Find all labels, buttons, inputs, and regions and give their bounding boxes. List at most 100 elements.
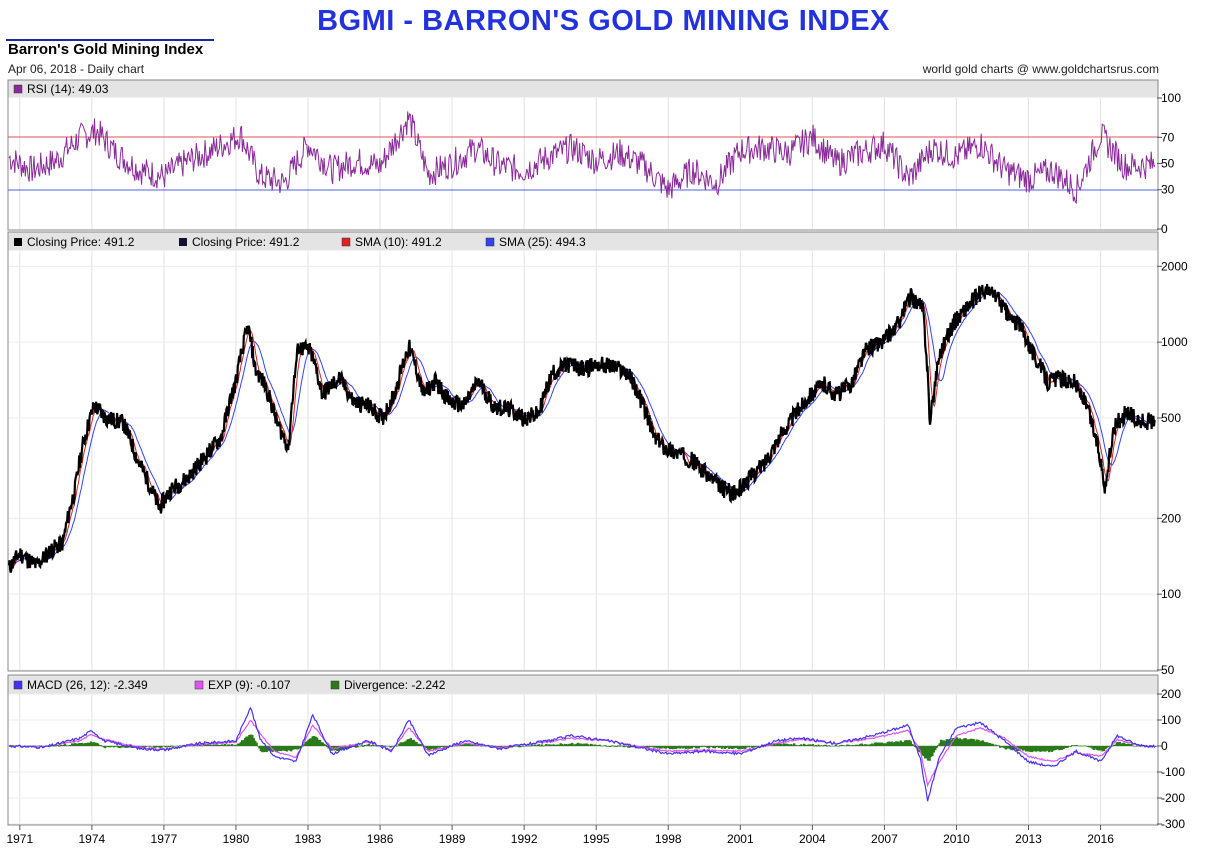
divergence-bar (248, 735, 251, 746)
divergence-bar (1095, 746, 1098, 750)
divergence-bar (942, 740, 946, 746)
divergence-bar (356, 746, 359, 748)
divergence-bar (95, 742, 98, 746)
divergence-bar (573, 744, 577, 746)
divergence-bar (68, 745, 71, 746)
divergence-bar (1043, 746, 1046, 752)
divergence-bar (278, 746, 281, 751)
divergence-bar (1039, 746, 1042, 752)
divergence-bar (945, 739, 949, 746)
divergence-bar (939, 739, 943, 746)
divergence-bar (398, 743, 401, 746)
divergence-bar (1014, 746, 1018, 750)
divergence-bar (385, 746, 388, 747)
divergence-bar (163, 745, 166, 747)
divergence-bar (854, 744, 858, 746)
divergence-bar (150, 746, 153, 747)
divergence-bar (63, 743, 67, 746)
price-tick-1000: 1000 (1161, 335, 1188, 349)
divergence-bar (117, 746, 120, 748)
divergence-bar (674, 746, 678, 749)
divergence-bar (177, 746, 180, 747)
divergence-bar (997, 745, 1000, 746)
divergence-bar (1050, 746, 1054, 752)
divergence-bar (730, 746, 734, 749)
divergence-bar (1076, 745, 1080, 746)
divergence-bar (807, 744, 810, 746)
price-legend-swatch-2 (179, 238, 187, 246)
divergence-bar (411, 740, 414, 746)
divergence-bar (1097, 746, 1100, 751)
divergence-bar (251, 734, 254, 746)
divergence-bar (517, 746, 521, 748)
divergence-bar (993, 745, 996, 747)
divergence-bar (898, 742, 901, 746)
divergence-bar (901, 741, 904, 746)
divergence-bar (775, 743, 778, 746)
divergence-bar (1098, 746, 1101, 751)
divergence-bar (268, 746, 271, 752)
chart-title: Barron's Gold Mining Index (8, 41, 204, 58)
divergence-bar (787, 744, 790, 746)
divergence-bar (826, 746, 829, 747)
divergence-bar (1104, 746, 1107, 750)
divergence-bar (777, 743, 780, 746)
divergence-bar (147, 746, 150, 747)
divergence-bar (277, 746, 280, 752)
closing-price-line (7, 283, 1156, 573)
divergence-bar (680, 746, 683, 748)
divergence-bar (687, 746, 691, 749)
rsi-tick-100: 100 (1161, 91, 1181, 105)
divergence-bar (55, 745, 58, 746)
divergence-bar (288, 746, 291, 751)
divergence-bar (13, 745, 16, 747)
divergence-bar (618, 746, 621, 747)
divergence-bar (468, 744, 472, 746)
x-tick-1980: 1980 (223, 832, 250, 846)
divergence-bar (1053, 746, 1057, 751)
divergence-bar (605, 746, 608, 747)
price-legend-swatch-1 (14, 238, 22, 246)
divergence-bar (390, 746, 394, 747)
divergence-bar (246, 736, 250, 746)
divergence-bar (866, 744, 869, 746)
divergence-bar (206, 743, 209, 746)
macd-line (8, 706, 1156, 802)
divergence-bar (416, 744, 420, 746)
divergence-bar (86, 742, 90, 746)
divergence-bar (720, 746, 724, 749)
divergence-bar (1089, 746, 1093, 748)
divergence-bar (530, 744, 533, 746)
divergence-bar (1117, 742, 1120, 746)
divergence-bar (813, 745, 816, 747)
rsi-line (8, 111, 1156, 204)
rsi-reference-lines (8, 136, 1158, 191)
divergence-bar (870, 743, 874, 746)
divergence-bar (899, 740, 902, 746)
divergence-bar (380, 745, 384, 746)
divergence-bar (83, 743, 87, 746)
divergence-bar (575, 743, 578, 746)
divergence-bar (179, 745, 182, 746)
divergence-bar (372, 744, 375, 746)
divergence-bar (399, 742, 402, 746)
divergence-bar (130, 746, 133, 748)
divergence-bar (141, 746, 144, 748)
divergence-bar (614, 746, 617, 747)
divergence-bar (758, 746, 761, 747)
divergence-bar (364, 745, 368, 746)
divergence-bar (850, 745, 853, 746)
x-tick-1971: 1971 (6, 832, 33, 846)
divergence-bar (660, 746, 663, 749)
divergence-bar (719, 746, 722, 748)
divergence-bar (896, 741, 900, 746)
divergence-bar (905, 740, 908, 746)
chart-subtitle: Apr 06, 2018 - Daily chart (8, 62, 145, 76)
divergence-bar (859, 743, 862, 746)
banner-title: BGMI - BARRON'S GOLD MINING INDEX (0, 0, 1207, 38)
divergence-bar (157, 746, 160, 748)
divergence-bar (1094, 746, 1097, 749)
divergence-bar (664, 746, 668, 749)
divergence-bar (186, 746, 189, 747)
divergence-bar (1118, 741, 1121, 746)
